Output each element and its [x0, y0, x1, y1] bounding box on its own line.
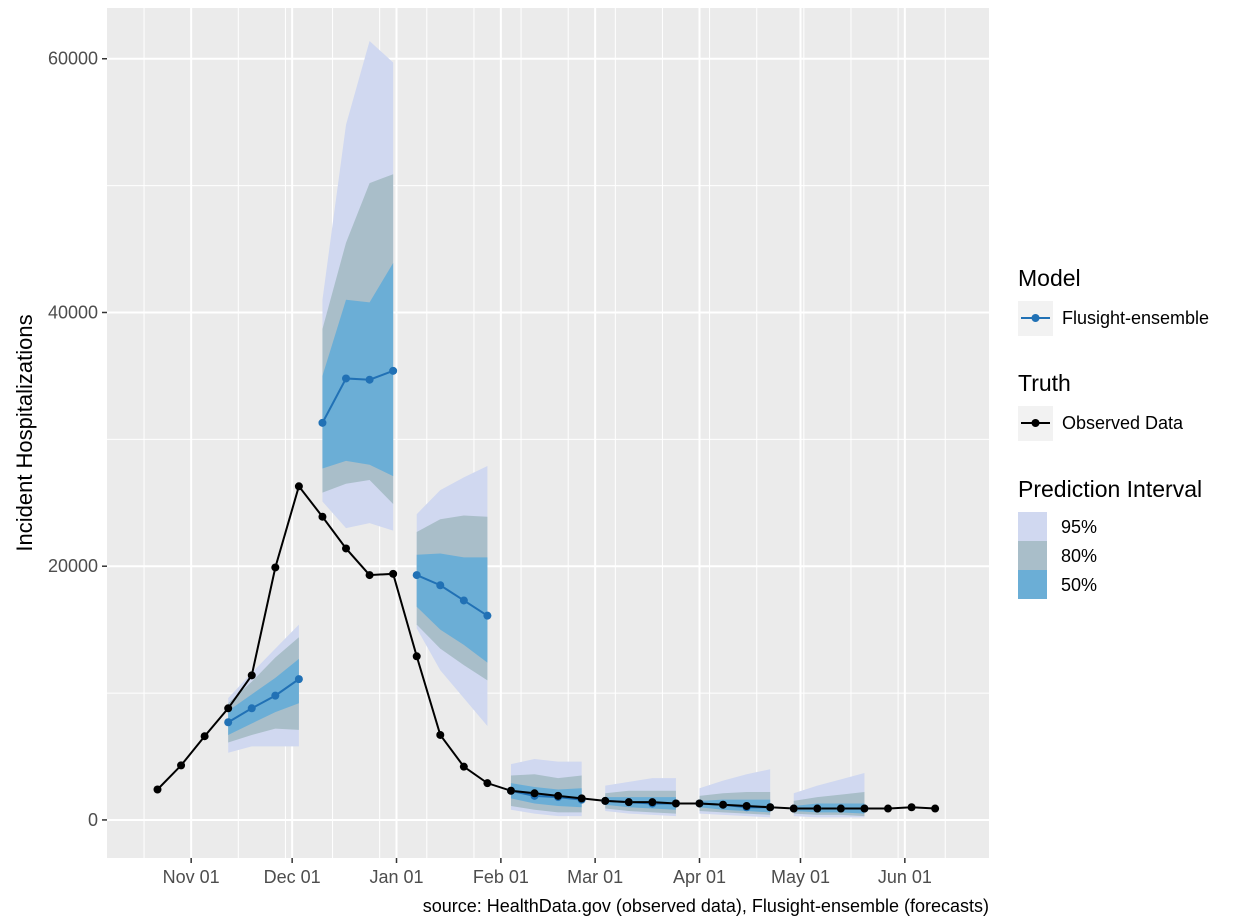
forecast-1-median-line: [227, 678, 300, 724]
observed-point: [742, 801, 751, 810]
legend-title-truth: Truth: [1018, 370, 1071, 396]
observed-point: [200, 732, 209, 741]
observed-point: [884, 804, 893, 813]
observed-point: [177, 761, 186, 770]
x-tick-label: Nov 01: [163, 867, 220, 887]
legend-label-model: Flusight-ensemble: [1062, 308, 1209, 328]
forecast-3-point: [459, 596, 468, 605]
series-points: [153, 366, 940, 813]
observed-point: [294, 482, 303, 491]
observed-point: [530, 789, 539, 798]
x-tick-label: Dec 01: [264, 867, 321, 887]
legend-label-pi95: 95%: [1061, 517, 1097, 537]
forecast-3-point: [412, 571, 421, 580]
series-lines: [156, 369, 936, 810]
legend-key-pi80: [1018, 541, 1047, 570]
x-tick-label: Mar 01: [567, 867, 623, 887]
observed-point: [554, 791, 563, 800]
forecast-3-median-line: [416, 574, 488, 617]
observed-point: [318, 512, 327, 521]
legend-truth-dot: [1031, 419, 1040, 427]
y-axis-title: Incident Hospitalizations: [12, 314, 37, 551]
legend-key-pi50: [1018, 570, 1047, 599]
legend-title-pi: Prediction Interval: [1018, 476, 1202, 502]
forecast-2-point: [389, 366, 398, 375]
prediction-interval-bands: [228, 40, 865, 818]
forecast-1-point: [247, 704, 256, 713]
x-tick-label: Jun 01: [878, 867, 932, 887]
forecast-1-pi50-band: [228, 658, 299, 735]
y-tick-label: 60000: [48, 49, 98, 69]
observed-point: [247, 671, 256, 680]
forecast-3-pi50-band: [416, 553, 488, 663]
legend-model-dot: [1031, 314, 1040, 322]
forecast-2-point: [318, 418, 327, 427]
observed-point: [860, 804, 869, 813]
observed-point: [671, 799, 680, 808]
x-tick-label: Jan 01: [369, 867, 423, 887]
y-tick-label: 20000: [48, 556, 98, 576]
observed-point: [766, 803, 775, 812]
observed-point: [506, 786, 515, 795]
observed-point: [577, 794, 586, 803]
observed-point: [931, 804, 940, 813]
x-tick-label: May 01: [771, 867, 830, 887]
observed-point: [624, 798, 633, 807]
forecast-2-median-line: [321, 369, 394, 424]
observed-point: [412, 652, 421, 661]
observed-point: [153, 785, 162, 794]
forecast-2-point: [365, 375, 374, 384]
forecast-3-point: [483, 611, 492, 620]
observed-point: [342, 544, 351, 553]
observed-point: [389, 569, 398, 578]
legend-label-truth: Observed Data: [1062, 413, 1184, 433]
legend-title-model: Model: [1018, 265, 1081, 291]
observed-point: [836, 804, 845, 813]
observed-point: [365, 571, 374, 580]
legend-label-pi50: 50%: [1061, 575, 1097, 595]
forecast-3-point: [436, 581, 445, 590]
observed-point: [695, 799, 704, 808]
observed-point: [907, 803, 916, 812]
observed-point: [648, 798, 657, 807]
observed-line: [156, 484, 936, 810]
observed-point: [483, 779, 492, 788]
forecast-1-point: [271, 691, 280, 700]
legend-key-pi95: [1018, 512, 1047, 541]
observed-point: [601, 796, 610, 805]
forecast-1-point: [294, 675, 303, 684]
x-tick-label: Feb 01: [473, 867, 529, 887]
observed-point: [459, 762, 468, 771]
x-axis: Nov 01 Dec 01 Jan 01 Feb 01 Mar 01 Apr 01 May …: [163, 858, 932, 887]
observed-point: [271, 563, 280, 572]
forecast-1-point: [224, 718, 233, 727]
x-tick-label: Apr 01: [673, 867, 726, 887]
y-tick-label: 40000: [48, 302, 98, 322]
forecast-2-pi50-band: [322, 263, 394, 477]
forecast-2-point: [342, 374, 351, 383]
source-caption: source: HealthData.gov (observed data), …: [423, 896, 989, 916]
observed-point: [719, 800, 728, 809]
legend: Model Flusight-ensemble Truth Observed D…: [1018, 265, 1209, 599]
observed-point: [436, 730, 445, 739]
forecast-4-median-line: [510, 789, 582, 801]
legend-label-pi80: 80%: [1061, 546, 1097, 566]
y-tick-label: 0: [88, 810, 98, 830]
observed-point: [224, 704, 233, 713]
observed-point: [789, 804, 798, 813]
observed-point: [813, 804, 822, 813]
y-axis: 0 20000 40000 60000: [48, 49, 107, 830]
